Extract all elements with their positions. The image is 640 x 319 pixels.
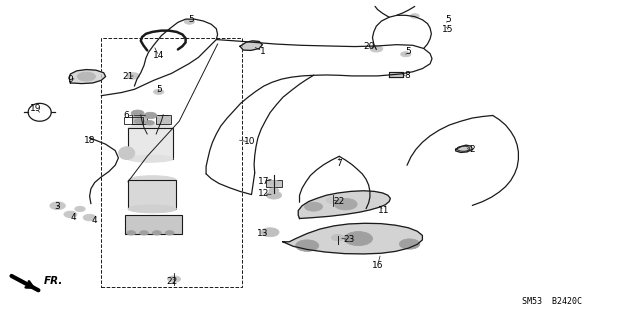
Text: 5: 5 xyxy=(156,85,161,94)
Circle shape xyxy=(410,14,419,18)
Circle shape xyxy=(344,232,372,246)
Text: 10: 10 xyxy=(244,137,255,146)
Text: SM53  B2420C: SM53 B2420C xyxy=(522,297,582,306)
Circle shape xyxy=(83,214,96,221)
Circle shape xyxy=(127,73,140,79)
Circle shape xyxy=(305,202,323,211)
Circle shape xyxy=(145,121,154,125)
Text: 2: 2 xyxy=(469,145,474,154)
Text: 3: 3 xyxy=(55,202,60,211)
Text: FR.: FR. xyxy=(44,276,63,286)
Polygon shape xyxy=(298,191,390,219)
Polygon shape xyxy=(456,145,472,152)
Circle shape xyxy=(131,110,144,116)
Circle shape xyxy=(77,72,95,81)
Bar xyxy=(124,117,143,124)
FancyBboxPatch shape xyxy=(128,128,173,159)
Bar xyxy=(156,115,171,124)
FancyBboxPatch shape xyxy=(125,215,182,234)
Circle shape xyxy=(127,231,136,235)
Text: 19: 19 xyxy=(30,104,42,113)
Circle shape xyxy=(165,231,174,235)
Ellipse shape xyxy=(119,147,135,160)
Text: 17: 17 xyxy=(258,177,269,186)
Text: 14: 14 xyxy=(153,51,164,60)
Polygon shape xyxy=(389,72,403,77)
Text: 20: 20 xyxy=(364,42,375,51)
Ellipse shape xyxy=(128,155,173,162)
Circle shape xyxy=(334,198,357,210)
Text: 23: 23 xyxy=(344,235,355,244)
Text: 4: 4 xyxy=(71,213,76,222)
Circle shape xyxy=(134,119,145,124)
Circle shape xyxy=(168,276,180,282)
Bar xyxy=(132,115,147,124)
Text: 15: 15 xyxy=(442,25,454,34)
Text: 5: 5 xyxy=(188,15,193,24)
Circle shape xyxy=(399,239,420,249)
Bar xyxy=(101,38,242,287)
Circle shape xyxy=(261,228,279,237)
Text: 22: 22 xyxy=(333,197,345,206)
Circle shape xyxy=(370,46,383,52)
Polygon shape xyxy=(240,41,262,50)
Polygon shape xyxy=(283,223,422,254)
Text: 18: 18 xyxy=(84,137,95,145)
Circle shape xyxy=(269,188,279,193)
Circle shape xyxy=(152,231,161,235)
Text: 1: 1 xyxy=(260,47,265,56)
Circle shape xyxy=(144,112,157,119)
Circle shape xyxy=(296,240,319,251)
Polygon shape xyxy=(69,70,106,84)
Ellipse shape xyxy=(128,124,173,133)
Circle shape xyxy=(266,191,282,199)
Circle shape xyxy=(64,211,77,218)
Text: 21: 21 xyxy=(122,72,134,81)
Circle shape xyxy=(326,197,339,204)
Ellipse shape xyxy=(128,176,177,185)
Circle shape xyxy=(401,52,411,57)
Circle shape xyxy=(332,234,344,241)
Text: 12: 12 xyxy=(258,189,269,198)
Text: 5: 5 xyxy=(445,15,451,24)
Text: 13: 13 xyxy=(257,229,268,238)
Circle shape xyxy=(154,89,164,94)
Circle shape xyxy=(140,231,148,235)
Bar xyxy=(266,180,282,187)
Text: 22: 22 xyxy=(166,277,177,286)
Circle shape xyxy=(269,180,279,185)
Circle shape xyxy=(184,19,195,24)
Text: 16: 16 xyxy=(372,261,383,270)
Circle shape xyxy=(50,202,65,210)
Text: 11: 11 xyxy=(378,206,390,215)
Text: 5: 5 xyxy=(406,47,411,56)
Ellipse shape xyxy=(128,205,177,213)
Text: 9: 9 xyxy=(68,75,73,84)
Text: 8: 8 xyxy=(405,71,410,80)
FancyBboxPatch shape xyxy=(128,180,177,209)
Text: 4: 4 xyxy=(92,216,97,225)
Text: 6: 6 xyxy=(124,111,129,120)
Circle shape xyxy=(75,206,85,211)
Text: 7: 7 xyxy=(337,159,342,168)
